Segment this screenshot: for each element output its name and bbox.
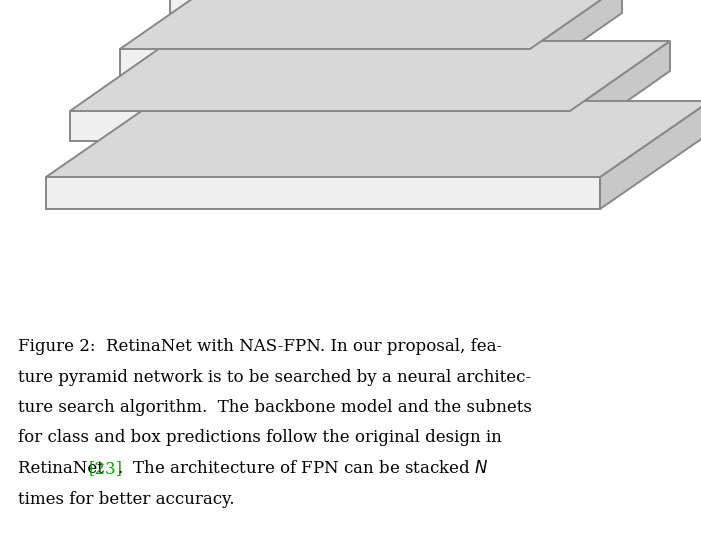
- Polygon shape: [70, 111, 570, 141]
- Text: for class and box predictions follow the original design in: for class and box predictions follow the…: [18, 429, 502, 447]
- Polygon shape: [46, 177, 600, 209]
- Polygon shape: [570, 41, 670, 141]
- Text: [23]: [23]: [89, 460, 123, 477]
- Text: ture search algorithm.  The backbone model and the subnets: ture search algorithm. The backbone mode…: [18, 399, 532, 416]
- Text: Figure 2:  RetinaNet with NAS-FPN. In our proposal, fea-: Figure 2: RetinaNet with NAS-FPN. In our…: [18, 338, 502, 355]
- Text: .  The architecture of FPN can be stacked $N$: . The architecture of FPN can be stacked…: [117, 460, 489, 477]
- Polygon shape: [120, 49, 530, 77]
- Polygon shape: [70, 41, 670, 111]
- Text: times for better accuracy.: times for better accuracy.: [18, 490, 235, 508]
- Polygon shape: [120, 0, 622, 49]
- Polygon shape: [480, 0, 560, 13]
- Polygon shape: [170, 0, 480, 13]
- Polygon shape: [600, 101, 701, 209]
- Polygon shape: [530, 0, 622, 77]
- Text: ture pyramid network is to be searched by a neural architec-: ture pyramid network is to be searched b…: [18, 368, 531, 386]
- Polygon shape: [46, 101, 701, 177]
- Text: RetinaNet: RetinaNet: [18, 460, 109, 477]
